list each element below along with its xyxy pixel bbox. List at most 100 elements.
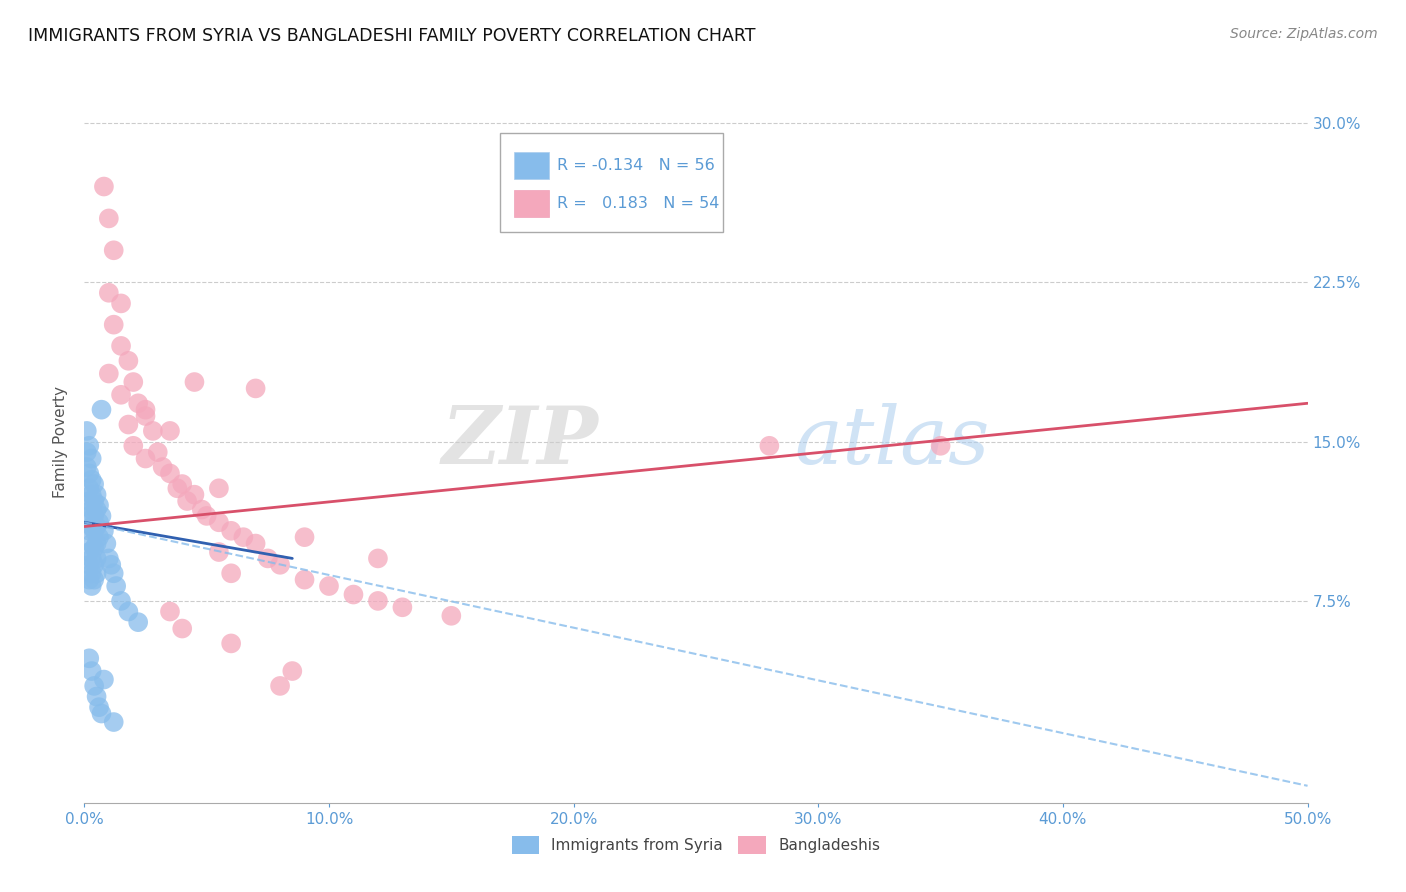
Point [117,605,139,619]
Legend: Immigrants from Syria, Bangladeshis: Immigrants from Syria, Bangladeshis [506,830,886,860]
Point [80,451,103,466]
Point [86,566,108,581]
Point [97,551,120,566]
Point [80,664,103,678]
Point [86,488,108,502]
Text: R =   0.183   N = 54: R = 0.183 N = 54 [558,196,720,211]
Point [159,467,181,481]
Text: IMMIGRANTS FROM SYRIA VS BANGLADESHI FAMILY POVERTY CORRELATION CHART: IMMIGRANTS FROM SYRIA VS BANGLADESHI FAM… [28,27,755,45]
Point [80,551,103,566]
Point [90,706,112,721]
Point [146,445,169,459]
Point [135,409,157,423]
Point [758,439,780,453]
Point [117,417,139,432]
Point [219,524,242,538]
Point [219,566,242,581]
Point [83,558,105,572]
Point [80,566,103,581]
Point [77,467,100,481]
Point [103,318,125,332]
Point [269,679,291,693]
Point [281,664,304,678]
Point [76,445,98,459]
Text: ZIP: ZIP [441,403,598,480]
Point [87,700,110,714]
Point [86,551,108,566]
Point [110,296,132,310]
Point [127,396,149,410]
Point [83,477,105,491]
Point [245,381,267,395]
Point [135,451,157,466]
Point [100,558,122,572]
Point [77,545,100,559]
Point [80,473,103,487]
Point [318,579,340,593]
Point [83,494,105,508]
Point [176,494,198,508]
Point [117,353,139,368]
Point [142,424,165,438]
Point [127,615,149,630]
Point [103,714,125,729]
Point [208,481,231,495]
Point [77,573,100,587]
Point [294,530,316,544]
Point [208,545,231,559]
Point [172,477,194,491]
Point [232,530,254,544]
Point [96,536,118,550]
Point [122,439,145,453]
Point [90,508,112,523]
Point [159,424,181,438]
Text: atlas: atlas [794,403,990,480]
Point [93,524,115,538]
Point [97,285,120,300]
Point [86,502,108,516]
Point [83,679,105,693]
Point [86,536,108,550]
Point [77,558,100,572]
Point [83,508,105,523]
Point [183,488,205,502]
Point [97,367,120,381]
Point [367,551,389,566]
Point [103,244,125,258]
Point [219,636,242,650]
Point [77,481,100,495]
Point [929,439,952,453]
Point [77,494,100,508]
Point [76,424,98,438]
Point [86,519,108,533]
Point [97,211,120,226]
Point [83,573,105,587]
Point [93,673,115,687]
Point [103,566,125,581]
Text: R = -0.134   N = 56: R = -0.134 N = 56 [558,158,716,173]
Point [110,339,132,353]
Point [93,179,115,194]
Point [183,375,205,389]
Point [440,608,463,623]
Point [294,573,316,587]
Point [77,439,100,453]
Point [110,594,132,608]
Point [342,588,364,602]
Point [159,605,181,619]
Point [245,536,267,550]
Point [122,375,145,389]
Point [90,402,112,417]
Point [135,402,157,417]
Point [80,519,103,533]
Point [77,508,100,523]
Point [77,651,100,665]
Point [257,551,280,566]
Point [269,558,291,572]
Point [110,388,132,402]
Point [87,530,110,544]
Point [80,536,103,550]
Point [195,508,218,523]
Y-axis label: Family Poverty: Family Poverty [53,385,69,498]
Point [152,460,174,475]
